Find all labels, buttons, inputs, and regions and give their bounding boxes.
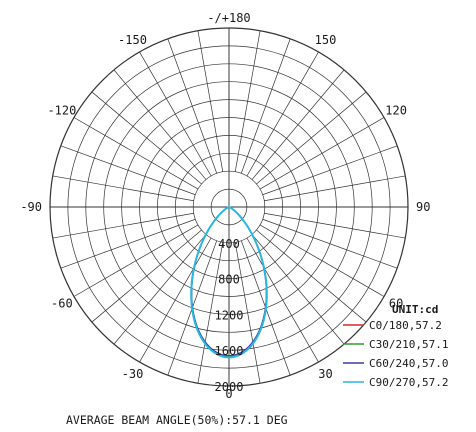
grid-spoke: [262, 145, 398, 196]
radial-tick-labels: 400 800 1200 1600 2000: [215, 237, 244, 394]
grid-spoke: [256, 229, 367, 323]
grid-spoke: [259, 224, 385, 297]
radial-tick-label: 1200: [215, 308, 244, 322]
legend-entry: C0/180,57.2: [369, 319, 442, 332]
grid-spoke: [91, 229, 202, 323]
grid-spoke: [52, 212, 194, 239]
legend-entry: C90/270,57.2: [369, 376, 448, 389]
grid-spoke: [234, 242, 261, 384]
grid-spoke: [197, 30, 224, 172]
grid-spoke: [197, 242, 224, 384]
grid-spoke: [113, 234, 207, 345]
angle-label: 150: [315, 33, 337, 47]
grid-spoke: [262, 218, 398, 269]
grid-spoke: [259, 117, 385, 190]
grid-spoke: [139, 237, 212, 363]
grid-spoke: [251, 234, 345, 345]
grid-spoke: [91, 91, 202, 185]
legend-entry: C30/210,57.1: [369, 338, 448, 351]
angle-label: 120: [385, 104, 407, 118]
grid-spoke: [60, 218, 196, 269]
radial-tick-label: 1600: [215, 344, 244, 358]
grid-spoke: [256, 91, 367, 185]
beam-angle-footer: AVERAGE BEAM ANGLE(50%):57.1 DEG: [66, 413, 288, 427]
grid-spoke: [52, 175, 194, 202]
grid-spoke: [234, 30, 261, 172]
grid-spoke: [167, 38, 218, 174]
angle-labels: -/+180 150 120 90 60 30 0 -30 -60 -90 -120 -150: [20, 11, 430, 401]
grid-spoke: [251, 69, 345, 180]
angle-label: -120: [47, 104, 76, 118]
grid-spoke: [73, 224, 199, 297]
grid-spoke: [73, 117, 199, 190]
radial-tick-label: 400: [218, 237, 240, 251]
angle-label: 30: [318, 367, 332, 381]
unit-label: UNIT:cd: [392, 303, 438, 316]
grid-spoke: [246, 237, 319, 363]
radial-tick-label: 800: [218, 273, 240, 287]
angle-label: 60: [389, 297, 403, 311]
angle-label: -/+180: [207, 11, 250, 25]
angle-label: -90: [20, 200, 42, 214]
legend: C0/180,57.2 C30/210,57.1 C60/240,57.0 C90/2…: [343, 319, 448, 389]
polar-grid: [49, 27, 409, 387]
grid-spoke: [264, 212, 406, 239]
angle-label: 90: [416, 200, 430, 214]
angle-label: -60: [51, 297, 73, 311]
grid-spoke: [113, 69, 207, 180]
intensity-curves: [190, 206, 268, 359]
radial-tick-label: 2000: [215, 380, 244, 394]
grid-spoke: [60, 145, 196, 196]
grid-spoke: [246, 51, 319, 177]
series-curve: [190, 206, 268, 359]
angle-label: 0: [225, 387, 232, 401]
legend-entry: C60/240,57.0: [369, 357, 448, 370]
grid-spoke: [139, 51, 212, 177]
grid-spoke: [240, 38, 291, 174]
angle-label: -30: [122, 367, 144, 381]
grid-spoke: [264, 175, 406, 202]
angle-label: -150: [118, 33, 147, 47]
